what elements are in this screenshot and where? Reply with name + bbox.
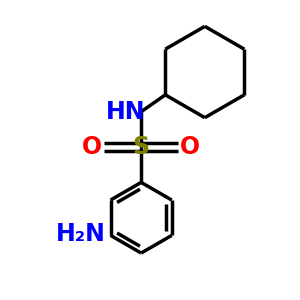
Text: H₂N: H₂N (56, 222, 106, 246)
Text: O: O (82, 135, 102, 159)
Text: O: O (180, 135, 200, 159)
Text: S: S (133, 135, 150, 159)
Text: HN: HN (106, 100, 146, 124)
